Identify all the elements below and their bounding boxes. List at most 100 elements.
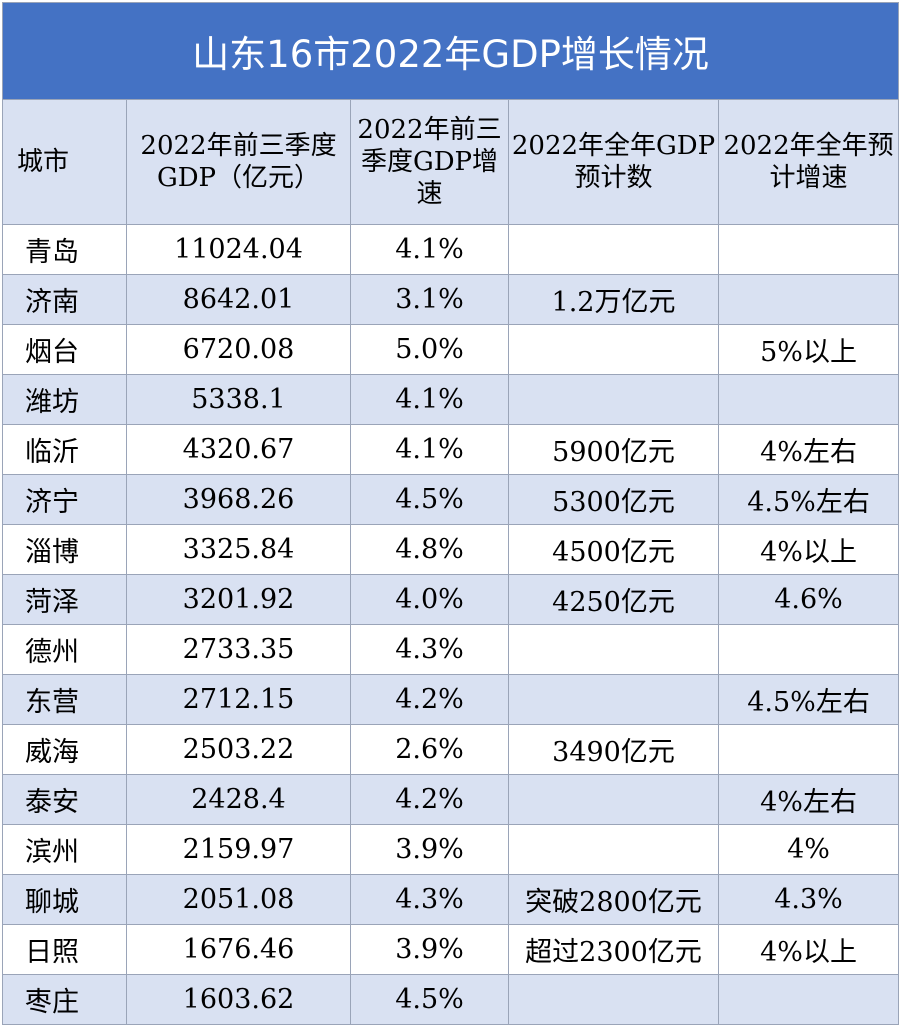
growth-forecast-cell: 4.6% <box>717 574 900 625</box>
growth-forecast-cell: 4%左右 <box>717 774 900 825</box>
gdp-q3-cell: 2159.97 <box>126 824 351 875</box>
header-growth-q3: 2022年前三季度GDP增速 <box>350 99 509 225</box>
growth-forecast-cell <box>717 974 900 1025</box>
growth-q3-cell: 4.2% <box>350 674 509 725</box>
growth-forecast-cell: 4%以上 <box>717 924 900 975</box>
city-cell: 淄博 <box>2 524 127 575</box>
growth-q3-cell: 3.9% <box>350 924 509 975</box>
growth-q3-cell: 4.3% <box>350 624 509 675</box>
growth-forecast-cell: 4.5%左右 <box>717 474 900 525</box>
gdp-forecast-cell <box>508 624 719 675</box>
growth-q3-cell: 4.1% <box>350 224 509 275</box>
city-cell: 德州 <box>2 624 127 675</box>
city-cell: 东营 <box>2 674 127 725</box>
growth-q3-cell: 4.1% <box>350 424 509 475</box>
growth-q3-cell: 2.6% <box>350 724 509 775</box>
growth-q3-cell: 4.5% <box>350 474 509 525</box>
growth-forecast-cell <box>717 274 900 325</box>
gdp-q3-cell: 4320.67 <box>126 424 351 475</box>
gdp-q3-cell: 3325.84 <box>126 524 351 575</box>
growth-forecast-cell: 5%以上 <box>717 324 900 375</box>
gdp-forecast-cell <box>508 974 719 1025</box>
gdp-forecast-cell <box>508 224 719 275</box>
gdp-forecast-cell <box>508 374 719 425</box>
gdp-forecast-cell: 5300亿元 <box>508 474 719 525</box>
header-growth-forecast: 2022年全年预计增速 <box>717 99 900 225</box>
table-row: 日照 1676.46 3.9% 超过2300亿元 4%以上 <box>2 924 900 975</box>
gdp-forecast-cell: 超过2300亿元 <box>508 924 719 975</box>
gdp-forecast-cell: 1.2万亿元 <box>508 274 719 325</box>
table-row: 济南 8642.01 3.1% 1.2万亿元 <box>2 274 900 325</box>
city-cell: 枣庄 <box>2 974 127 1025</box>
city-cell: 滨州 <box>2 824 127 875</box>
city-cell: 济宁 <box>2 474 127 525</box>
table-row: 德州 2733.35 4.3% <box>2 624 900 675</box>
gdp-q3-cell: 6720.08 <box>126 324 351 375</box>
growth-forecast-cell <box>717 724 900 775</box>
growth-forecast-cell: 4.5%左右 <box>717 674 900 725</box>
city-cell: 菏泽 <box>2 574 127 625</box>
table-title: 山东16市2022年GDP增长情况 <box>1 2 900 100</box>
gdp-q3-cell: 1603.62 <box>126 974 351 1025</box>
growth-q3-cell: 4.5% <box>350 974 509 1025</box>
growth-forecast-cell: 4.3% <box>717 874 900 925</box>
city-cell: 济南 <box>2 274 127 325</box>
growth-q3-cell: 4.8% <box>350 524 509 575</box>
table-row: 烟台 6720.08 5.0% 5%以上 <box>2 324 900 375</box>
table-row: 威海 2503.22 2.6% 3490亿元 <box>2 724 900 775</box>
city-cell: 日照 <box>2 924 127 975</box>
table-row: 青岛 11024.04 4.1% <box>2 224 900 275</box>
gdp-forecast-cell <box>508 674 719 725</box>
gdp-q3-cell: 2428.4 <box>126 774 351 825</box>
gdp-q3-cell: 5338.1 <box>126 374 351 425</box>
city-cell: 临沂 <box>2 424 127 475</box>
gdp-forecast-cell <box>508 824 719 875</box>
city-cell: 威海 <box>2 724 127 775</box>
city-cell: 青岛 <box>2 224 127 275</box>
gdp-q3-cell: 3201.92 <box>126 574 351 625</box>
growth-q3-cell: 5.0% <box>350 324 509 375</box>
growth-q3-cell: 4.0% <box>350 574 509 625</box>
growth-q3-cell: 4.1% <box>350 374 509 425</box>
growth-forecast-cell: 4%左右 <box>717 424 900 475</box>
gdp-q3-cell: 2503.22 <box>126 724 351 775</box>
growth-forecast-cell <box>717 374 900 425</box>
table-row: 淄博 3325.84 4.8% 4500亿元 4%以上 <box>2 524 900 575</box>
city-cell: 潍坊 <box>2 374 127 425</box>
gdp-q3-cell: 2733.35 <box>126 624 351 675</box>
table-row: 泰安 2428.4 4.2% 4%左右 <box>2 774 900 825</box>
table-row: 潍坊 5338.1 4.1% <box>2 374 900 425</box>
table-row: 菏泽 3201.92 4.0% 4250亿元 4.6% <box>2 574 900 625</box>
header-gdp-q3: 2022年前三季度GDP（亿元） <box>126 99 351 225</box>
gdp-q3-cell: 2051.08 <box>126 874 351 925</box>
city-cell: 烟台 <box>2 324 127 375</box>
city-cell: 泰安 <box>2 774 127 825</box>
table-row: 滨州 2159.97 3.9% 4% <box>2 824 900 875</box>
gdp-forecast-cell: 5900亿元 <box>508 424 719 475</box>
table-row: 济宁 3968.26 4.5% 5300亿元 4.5%左右 <box>2 474 900 525</box>
growth-q3-cell: 4.3% <box>350 874 509 925</box>
gdp-q3-cell: 3968.26 <box>126 474 351 525</box>
table-row: 枣庄 1603.62 4.5% <box>2 974 900 1025</box>
header-city: 城市 <box>2 99 127 225</box>
gdp-forecast-cell: 4250亿元 <box>508 574 719 625</box>
growth-q3-cell: 3.9% <box>350 824 509 875</box>
gdp-q3-cell: 1676.46 <box>126 924 351 975</box>
gdp-forecast-cell <box>508 324 719 375</box>
table-row: 临沂 4320.67 4.1% 5900亿元 4%左右 <box>2 424 900 475</box>
gdp-forecast-cell <box>508 774 719 825</box>
growth-q3-cell: 3.1% <box>350 274 509 325</box>
table-row: 聊城 2051.08 4.3% 突破2800亿元 4.3% <box>2 874 900 925</box>
gdp-q3-cell: 2712.15 <box>126 674 351 725</box>
growth-forecast-cell <box>717 224 900 275</box>
gdp-forecast-cell: 突破2800亿元 <box>508 874 719 925</box>
growth-forecast-cell: 4%以上 <box>717 524 900 575</box>
header-row: 城市 2022年前三季度GDP（亿元） 2022年前三季度GDP增速 2022年… <box>2 99 900 225</box>
growth-forecast-cell <box>717 624 900 675</box>
title-row: 山东16市2022年GDP增长情况 <box>1 2 900 100</box>
gdp-q3-cell: 8642.01 <box>126 274 351 325</box>
gdp-forecast-cell: 4500亿元 <box>508 524 719 575</box>
gdp-q3-cell: 11024.04 <box>126 224 351 275</box>
growth-q3-cell: 4.2% <box>350 774 509 825</box>
